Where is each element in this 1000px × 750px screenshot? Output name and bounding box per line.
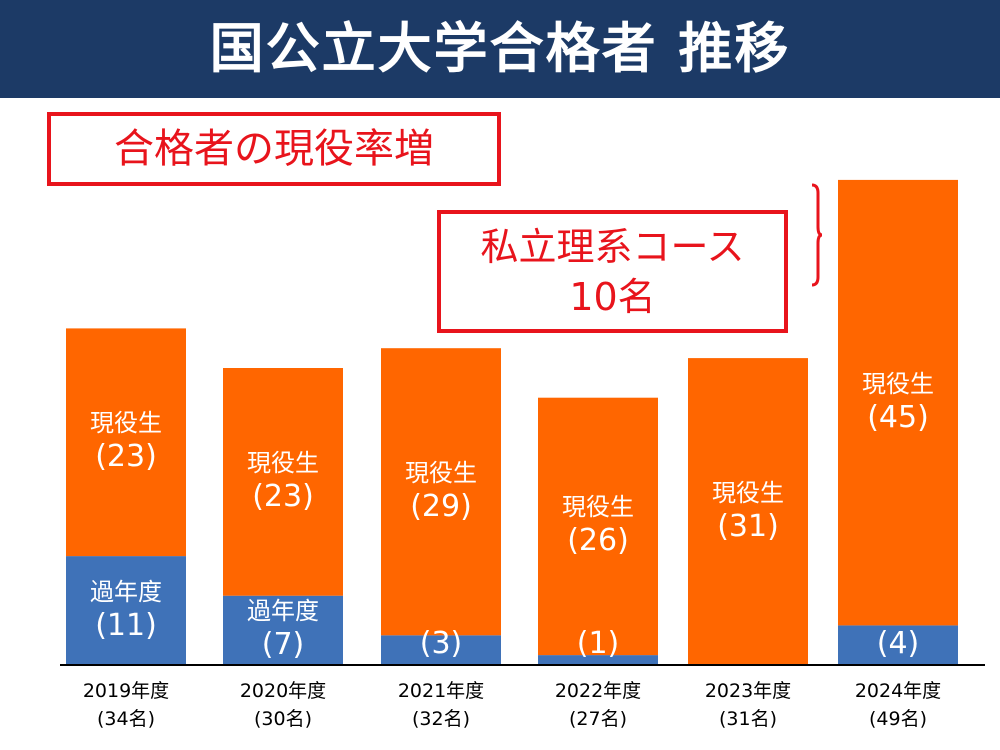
course-callout: 私立理系コース 10名 xyxy=(437,210,788,333)
total-label: (31名) xyxy=(718,708,777,730)
bar-segment-kanendo xyxy=(66,556,186,665)
x-tick-label: 2020年度 xyxy=(239,680,327,702)
bar-segment-geneki xyxy=(223,368,343,596)
bar-segment-kanendo xyxy=(538,655,658,665)
label-geneki: 現役生 (23) xyxy=(90,409,162,475)
label-kanendo: 過年度 (11) xyxy=(90,577,162,643)
label-geneki: 現役生 (31) xyxy=(712,478,784,544)
total-label: (30名) xyxy=(253,708,312,730)
x-tick-label: 2022年度 xyxy=(554,680,642,702)
label-kanendo: (4) xyxy=(876,626,920,661)
label-kanendo: (1) xyxy=(576,626,620,661)
course-callout-line2: 10名 xyxy=(569,275,656,319)
bar-segment-geneki xyxy=(838,179,958,626)
label-geneki: 現役生 (29) xyxy=(405,458,477,524)
total-label: (32名) xyxy=(411,708,470,730)
label-kanendo: (3) xyxy=(419,626,463,661)
bar-segment-geneki xyxy=(381,348,501,636)
total-label: (49名) xyxy=(868,708,927,730)
bar-segment-geneki xyxy=(66,328,186,557)
x-tick-label: 2021年度 xyxy=(397,680,485,702)
bar-segment-kanendo xyxy=(381,635,501,665)
callout-bracket xyxy=(811,183,822,287)
label-geneki: 現役生 (23) xyxy=(247,448,319,514)
x-tick-label: 2023年度 xyxy=(704,680,792,702)
bar-segment-geneki xyxy=(688,358,808,665)
course-callout-line1: 私立理系コース xyxy=(480,225,745,269)
x-tick-label: 2019年度 xyxy=(82,680,170,702)
total-label: (27名) xyxy=(568,708,627,730)
bar-segment-kanendo xyxy=(838,625,958,665)
total-label: (34名) xyxy=(96,708,155,730)
bar-segment-geneki xyxy=(538,397,658,656)
x-tick-label: 2024年度 xyxy=(854,680,942,702)
header-bar xyxy=(0,0,1000,98)
label-kanendo: 過年度 (7) xyxy=(247,597,319,663)
headline-callout: 合格者の現役率増 xyxy=(47,112,501,186)
label-geneki: 現役生 (45) xyxy=(862,369,934,435)
page-title: 国公立大学合格者 推移 xyxy=(209,17,791,80)
bar-segment-kanendo xyxy=(223,595,343,665)
label-geneki: 現役生 (26) xyxy=(562,493,634,559)
